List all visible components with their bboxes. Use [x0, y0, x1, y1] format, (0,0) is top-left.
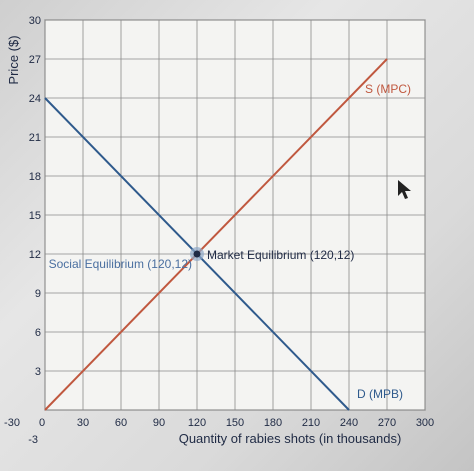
x-tick-label: 240: [340, 417, 358, 429]
y-tick-label: 15: [29, 210, 41, 222]
y-tick-label: 24: [29, 93, 41, 105]
equilibrium-point: [193, 250, 201, 258]
x-tick-label: 180: [264, 417, 282, 429]
y-tick-label: 12: [29, 249, 41, 261]
x-tick-label: -30: [4, 417, 20, 429]
x-tick-label: 300: [416, 417, 434, 429]
demand-line-label: D (MPB): [357, 387, 403, 401]
social-equilibrium-label: Social Equilibrium (120,12): [49, 257, 192, 271]
tick-labels: 3 6 9 12 15 18 21 24 27 30 -3 30 60 90 120 150 180 210 240…: [4, 15, 434, 446]
x-tick-label: 90: [153, 417, 165, 429]
y-tick-label: 3: [35, 366, 41, 378]
cursor-arrow-icon: [398, 180, 411, 199]
y-tick-label: 9: [35, 288, 41, 300]
x-tick-label: 0: [39, 417, 45, 429]
x-tick-label: 270: [378, 417, 396, 429]
market-equilibrium-label: Market Equilibrium (120,12): [207, 248, 354, 262]
annotations: S (MPC) D (MPB) Market Equilibrium (120,12…: [49, 82, 411, 401]
y-tick-label: -3: [28, 434, 38, 446]
supply-line-label: S (MPC): [365, 82, 411, 96]
x-tick-label: 210: [302, 417, 320, 429]
x-tick-label: 30: [77, 417, 89, 429]
y-tick-label: 18: [29, 171, 41, 183]
y-tick-label: 30: [29, 15, 41, 27]
x-axis-title: Quantity of rabies shots (in thousands): [179, 431, 402, 446]
grid: [44, 19, 426, 411]
y-tick-label: 21: [29, 132, 41, 144]
y-tick-label: 6: [35, 327, 41, 339]
x-tick-label: 60: [115, 417, 127, 429]
x-tick-label: 150: [226, 417, 244, 429]
y-tick-label: 27: [29, 54, 41, 66]
supply-line: [44, 58, 388, 411]
x-tick-label: 120: [188, 417, 206, 429]
y-axis-title: Price ($): [6, 35, 21, 84]
